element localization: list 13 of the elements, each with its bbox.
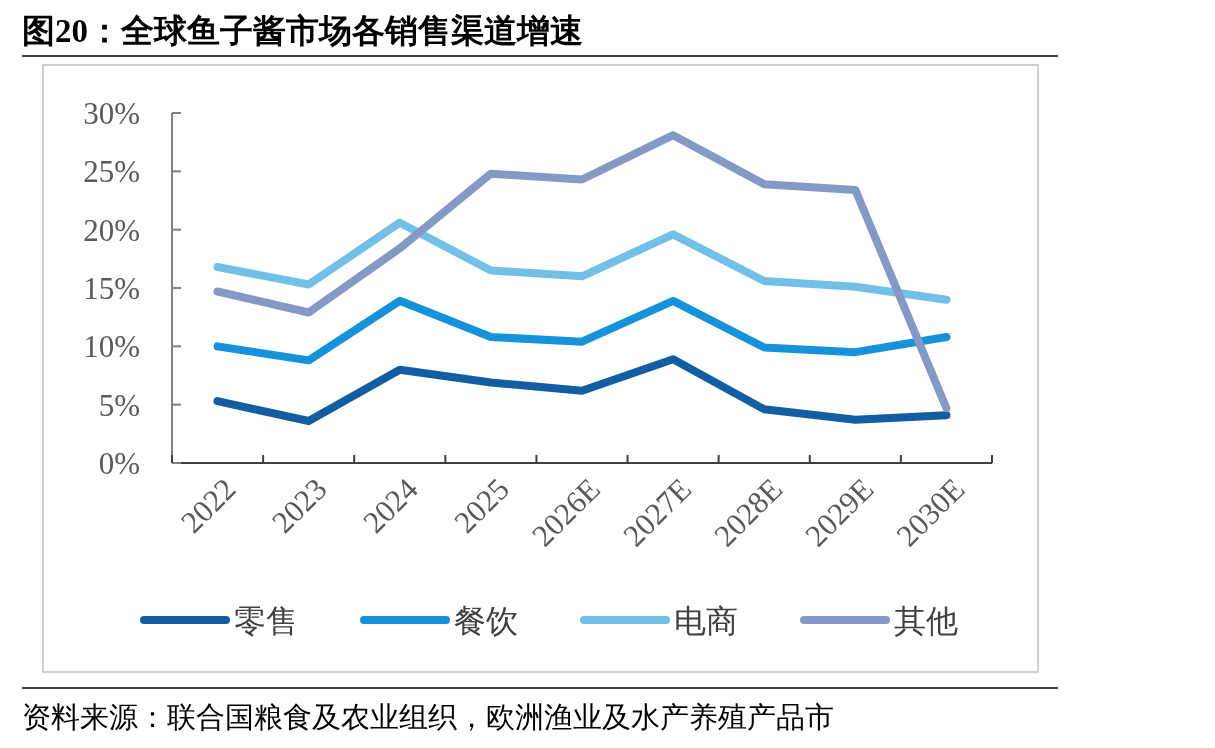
y-tick-label: 0% bbox=[98, 446, 140, 481]
text: 资料来源：联合国粮食及农业组织，欧洲渔业及水产养殖产品市 bbox=[22, 701, 834, 733]
y-tick-label: 25% bbox=[83, 154, 140, 190]
legend-label: 零售 bbox=[234, 603, 298, 639]
y-tick-label: 10% bbox=[83, 329, 140, 365]
y-tick-label: 15% bbox=[83, 271, 140, 306]
y-tick-label: 5% bbox=[98, 387, 140, 423]
y-tick-label: 30% bbox=[83, 96, 140, 131]
legend-label: 电商 bbox=[674, 603, 738, 639]
y-tick-label: 20% bbox=[83, 212, 140, 248]
legend-label: 其他 bbox=[894, 603, 958, 639]
legend-label: 餐饮 bbox=[454, 603, 518, 639]
chart-title: 图20：全球鱼子酱市场各销售渠道增速 bbox=[22, 13, 583, 49]
